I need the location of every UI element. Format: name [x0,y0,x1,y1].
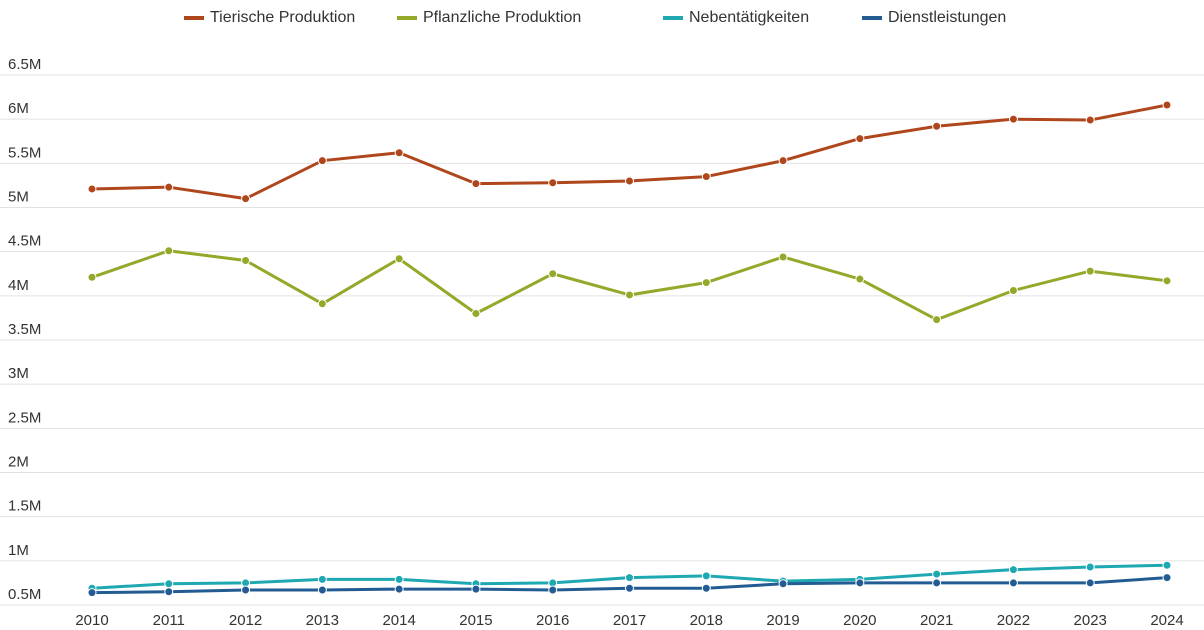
x-tick-label: 2019 [766,612,799,629]
point [87,588,97,598]
x-tick-label: 2012 [229,612,262,629]
point [625,583,634,593]
point [87,184,97,194]
x-tick-label: 2024 [1150,612,1183,629]
x-tick-label: 2011 [153,612,185,629]
y-tick-label: 4.5M [8,233,41,250]
point [164,246,174,256]
point [317,585,327,595]
point [548,585,558,595]
point [625,290,634,300]
legend-label: Pflanzliche Produktion [423,9,581,26]
x-tick-label: 2013 [306,612,339,629]
y-tick-label: 2M [8,453,29,470]
point [1085,266,1095,276]
point [855,578,865,588]
point [164,182,174,192]
x-tick-label: 2010 [75,612,108,629]
point [1085,578,1095,588]
point [1162,100,1172,110]
point [701,278,711,288]
y-tick-label: 5M [8,188,29,205]
point [317,574,327,584]
point [394,254,404,264]
y-tick-label: 4M [8,277,29,294]
point [1008,286,1018,296]
point [701,583,711,593]
point [701,571,711,581]
x-tick-label: 2014 [382,612,415,629]
point [932,578,942,588]
point [932,121,942,131]
point [778,156,788,166]
point [855,134,865,144]
y-tick-label: 2.5M [8,409,41,426]
x-tick-label: 2016 [536,612,569,629]
point [548,269,558,279]
point [855,274,865,284]
point [164,587,174,597]
point [471,584,481,594]
point [548,178,558,188]
point [317,156,327,166]
point [1162,276,1172,286]
point [164,579,174,589]
point [241,256,251,265]
point [394,584,404,594]
y-tick-label: 5.5M [8,144,41,161]
x-tick-label: 2018 [690,612,723,629]
point [394,574,404,584]
point [932,569,942,579]
x-tick-label: 2015 [459,612,492,629]
point [701,172,711,182]
y-tick-label: 0.5M [8,586,41,603]
y-tick-label: 1M [8,542,29,559]
x-tick-label: 2020 [843,612,876,629]
point [241,194,251,204]
x-tick-label: 2023 [1074,612,1107,629]
point [1085,562,1095,572]
y-tick-label: 6.5M [8,56,41,73]
series-line [91,249,1168,322]
point [1162,560,1172,570]
y-tick-label: 6M [8,100,29,117]
point [471,179,481,189]
y-tick-label: 3M [8,365,29,382]
point [778,579,788,589]
x-tick-label: 2017 [613,612,646,629]
point [471,309,481,318]
point [1162,573,1172,583]
legend-label: Tierische Produktion [210,9,355,26]
point [625,176,634,186]
y-tick-label: 1.5M [8,498,41,515]
point [241,585,251,595]
point [1085,115,1095,125]
point [317,299,327,309]
x-tick-label: 2022 [997,612,1030,629]
y-tick-label: 3.5M [8,321,41,338]
point [87,272,97,282]
x-tick-label: 2021 [920,612,953,629]
point [1008,114,1018,124]
point [394,148,404,158]
legend-label: Dienstleistungen [888,9,1006,26]
legend-label: Nebentätigkeiten [689,9,809,26]
point [932,315,942,325]
point [1008,565,1018,575]
point [778,252,788,262]
point [1008,578,1018,588]
point [625,573,634,583]
